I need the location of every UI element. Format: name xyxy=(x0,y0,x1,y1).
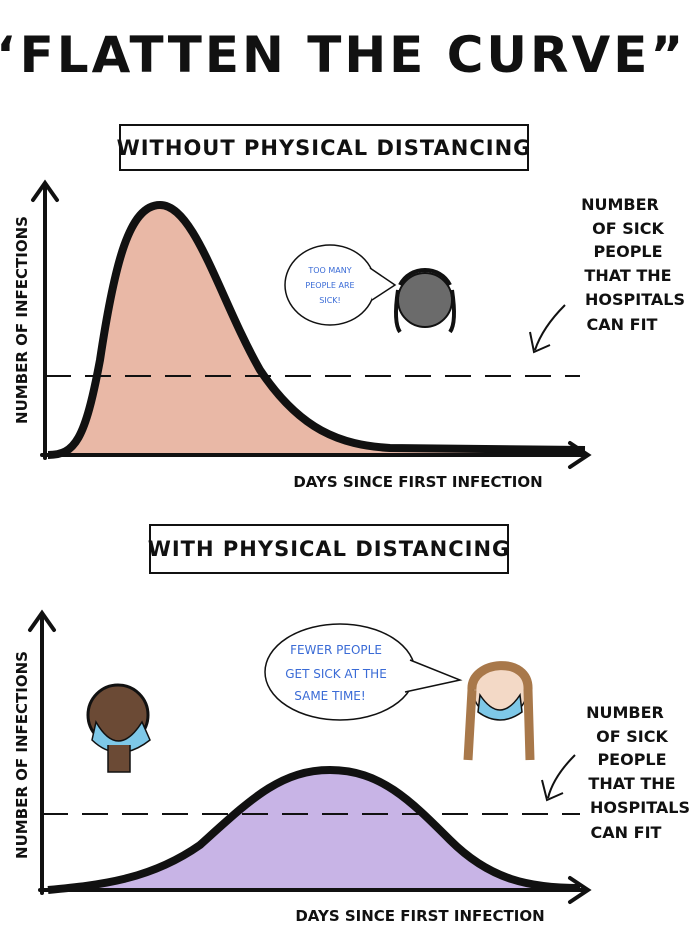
bubble-tail xyxy=(370,268,395,300)
note-line: HOSPITALS xyxy=(585,290,685,309)
note-line: THAT THE xyxy=(588,774,675,793)
x-label: DAYS SINCE FIRST INFECTION xyxy=(293,473,542,491)
note-line: HOSPITALS xyxy=(590,798,689,817)
speech-line: FEWER PEOPLE xyxy=(290,643,382,657)
poster: “FLATTEN THE CURVE” WITHOUT PHYSICAL DIS… xyxy=(0,0,689,927)
note-line: THAT THE xyxy=(584,266,671,285)
note-arrow xyxy=(530,305,565,352)
title: “FLATTEN THE CURVE” xyxy=(0,26,686,84)
bubble-tail xyxy=(405,660,460,692)
y-label: NUMBER OF INFECTIONS xyxy=(13,651,31,859)
note-line: OF SICK xyxy=(596,727,668,746)
speech-line: SICK! xyxy=(319,296,340,305)
x-label: DAYS SINCE FIRST INFECTION xyxy=(295,907,544,925)
y-label: NUMBER OF INFECTIONS xyxy=(13,216,31,424)
note-line: NUMBER xyxy=(581,195,659,214)
panel-heading: WITHOUT PHYSICAL DISTANCING xyxy=(117,136,532,160)
panel-heading: WITH PHYSICAL DISTANCING xyxy=(148,537,511,561)
note-line: CAN FIT xyxy=(587,315,658,334)
face xyxy=(398,273,452,327)
neck xyxy=(108,745,130,772)
speech-line: GET SICK AT THE xyxy=(285,667,387,681)
note-line: CAN FIT xyxy=(591,823,662,842)
speech-line: TOO MANY xyxy=(307,266,351,275)
note-line: OF SICK xyxy=(592,219,664,238)
speech-line: PEOPLE ARE xyxy=(305,281,354,290)
note-line: PEOPLE xyxy=(593,242,662,261)
note-line: PEOPLE xyxy=(597,750,666,769)
note-arrow xyxy=(542,755,575,800)
speech-line: SAME TIME! xyxy=(294,689,365,703)
note-line: NUMBER xyxy=(586,703,664,722)
